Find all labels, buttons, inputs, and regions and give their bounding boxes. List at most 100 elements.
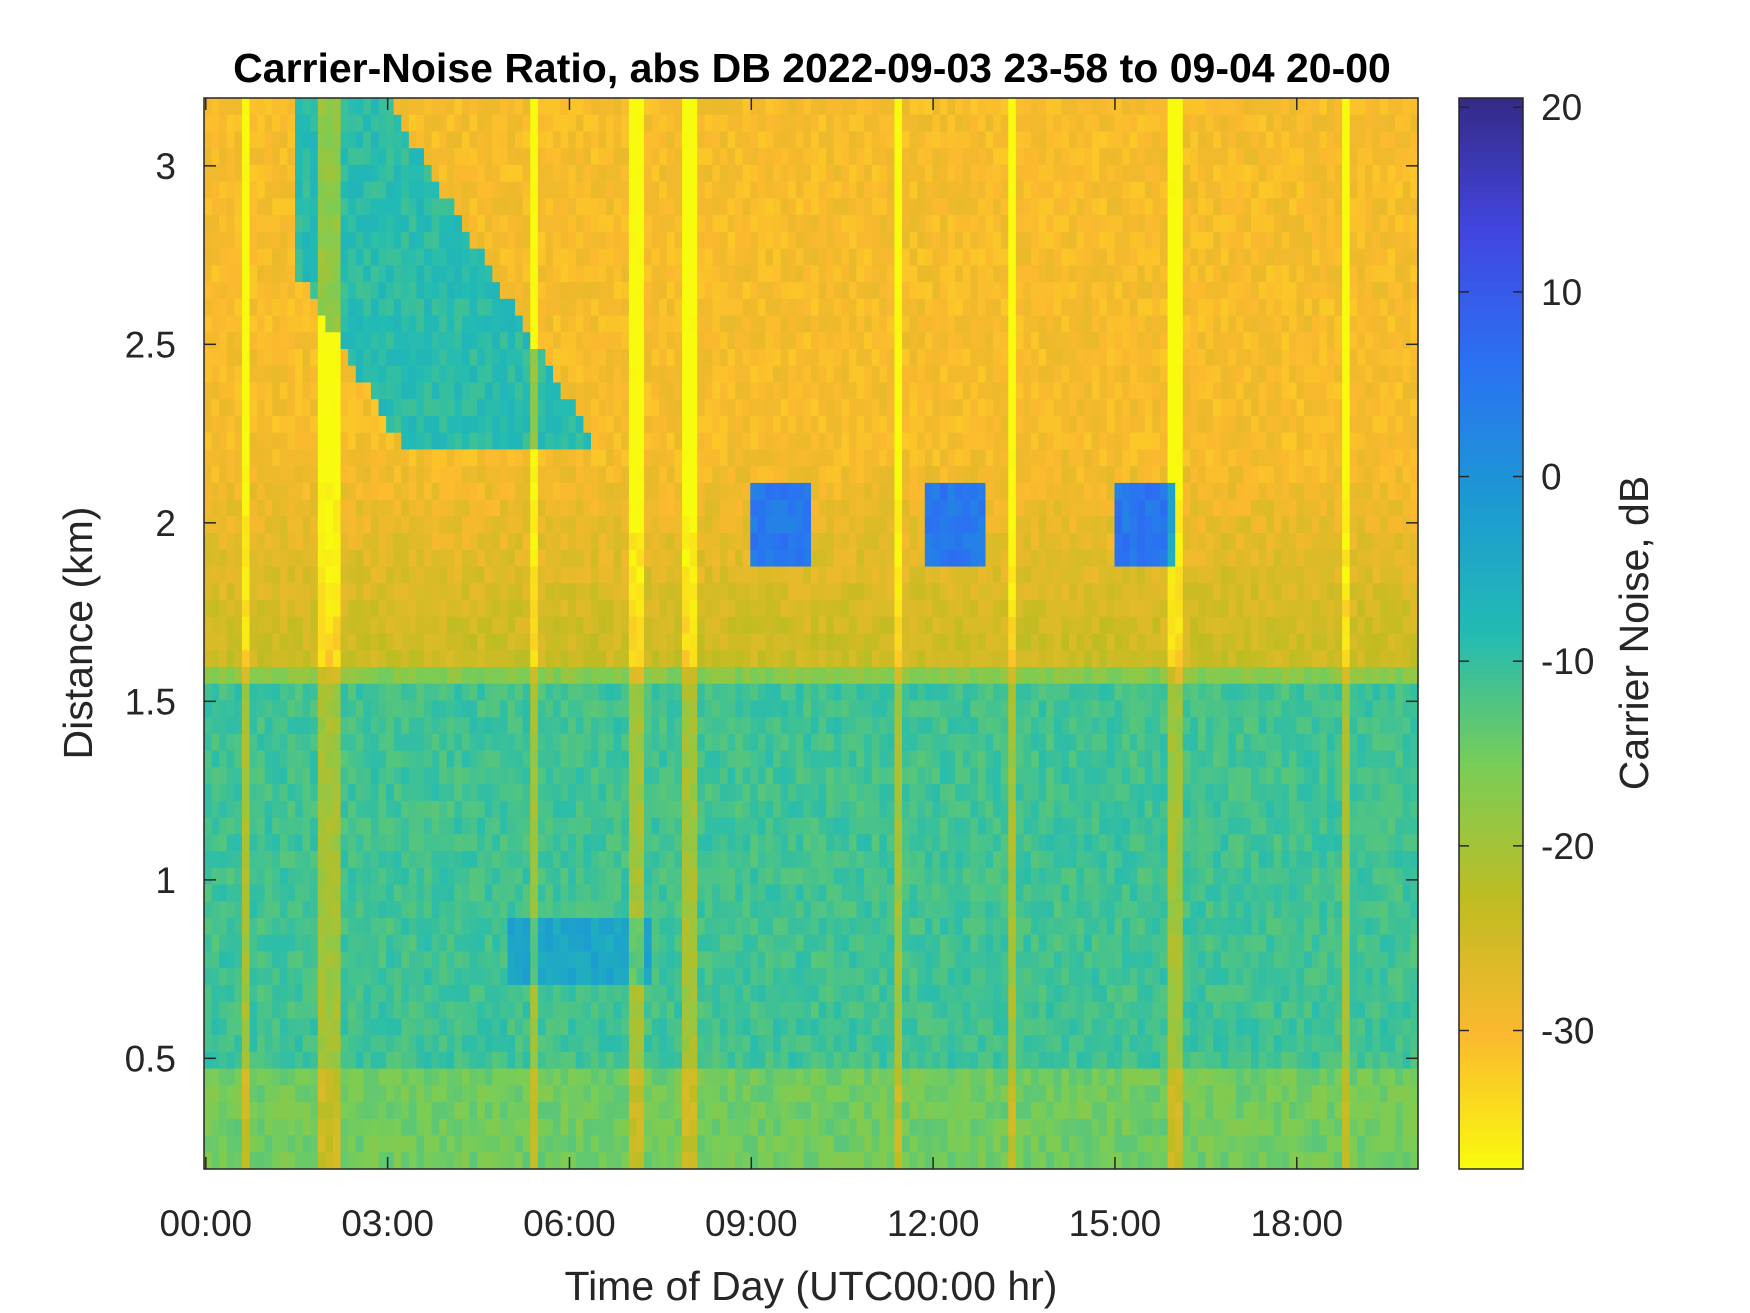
heatmap-cell (219, 934, 228, 953)
heatmap-cell (439, 1135, 448, 1153)
heatmap-cell (773, 566, 782, 584)
heatmap-cell (651, 784, 660, 802)
heatmap-cell (310, 650, 319, 668)
heatmap-cell (317, 917, 326, 936)
heatmap-cell (537, 399, 547, 417)
heatmap-cell (515, 733, 524, 752)
heatmap-cell (537, 198, 547, 216)
heatmap-cell (590, 98, 600, 116)
heatmap-cell (378, 934, 387, 953)
heatmap-cell (727, 415, 736, 434)
heatmap-cell (499, 215, 509, 233)
heatmap-cell (431, 231, 440, 250)
heatmap-cell (272, 516, 281, 534)
heatmap-cell (780, 750, 789, 768)
heatmap-cell (742, 499, 751, 517)
heatmap-cell (560, 315, 569, 333)
heatmap-cell (241, 1118, 251, 1137)
heatmap-cell (340, 600, 349, 618)
heatmap-cell (780, 315, 789, 333)
heatmap-cell (735, 616, 744, 635)
heatmap-cell (704, 951, 713, 969)
heatmap-cell (492, 332, 501, 350)
heatmap-cell (636, 315, 645, 333)
heatmap-cell (439, 315, 448, 333)
heatmap-cell (302, 482, 311, 501)
heatmap-cell (219, 767, 228, 785)
heatmap-cell (446, 1068, 455, 1086)
heatmap-cell (606, 432, 615, 451)
heatmap-cell (401, 415, 410, 434)
heatmap-cell (378, 499, 387, 517)
heatmap-cell (636, 265, 645, 283)
heatmap-cell (234, 399, 243, 417)
heatmap-cell (439, 700, 448, 718)
heatmap-cell (742, 164, 751, 183)
heatmap-cell (431, 683, 440, 702)
heatmap-cell (606, 884, 615, 902)
heatmap-cell (719, 181, 729, 199)
heatmap-cell (750, 733, 759, 752)
heatmap-cell (545, 248, 554, 266)
heatmap-cell (659, 499, 668, 517)
heatmap-cell (439, 984, 448, 1003)
heatmap-cell (560, 633, 569, 651)
heatmap-cell (621, 683, 630, 702)
heatmap-cell (431, 248, 440, 266)
heatmap-cell (545, 1051, 554, 1070)
heatmap-cell (469, 817, 478, 835)
heatmap-cell (613, 248, 622, 266)
heatmap-cell (363, 315, 372, 333)
heatmap-cell (446, 98, 455, 116)
heatmap-cell (264, 1118, 273, 1137)
heatmap-cell (682, 566, 691, 584)
heatmap-cell (757, 198, 767, 216)
heatmap-cell (621, 365, 630, 384)
heatmap-cell (757, 248, 767, 266)
heatmap-cell (765, 298, 774, 317)
heatmap-cell (499, 750, 509, 768)
heatmap-cell (507, 583, 516, 601)
heatmap-cell (340, 666, 349, 685)
heatmap-cell (773, 1051, 782, 1070)
heatmap-cell (310, 131, 319, 149)
heatmap-cell (719, 1135, 729, 1153)
heatmap-cell (560, 432, 569, 451)
heatmap-cell (575, 332, 584, 350)
heatmap-cell (378, 349, 387, 367)
heatmap-cell (788, 717, 797, 735)
heatmap-cell (545, 98, 554, 116)
heatmap-cell (553, 1035, 562, 1053)
heatmap-cell (697, 717, 706, 735)
heatmap-cell (742, 298, 751, 317)
heatmap-cell (704, 499, 713, 517)
heatmap-cell (636, 148, 645, 166)
heatmap-cell (249, 800, 258, 819)
heatmap-cell (393, 98, 402, 116)
heatmap-cell (530, 901, 539, 919)
heatmap-cell (515, 533, 524, 551)
heatmap-cell (408, 466, 418, 484)
heatmap-cell (765, 968, 774, 986)
heatmap-cell (765, 683, 774, 702)
heatmap-cell (575, 1001, 584, 1019)
heatmap-cell (287, 867, 296, 886)
heatmap-cell (302, 399, 311, 417)
heatmap-cell (355, 298, 364, 317)
heatmap-cell (325, 215, 334, 233)
heatmap-cell (416, 516, 425, 534)
heatmap-cell (537, 867, 547, 886)
heatmap-cell (780, 1085, 789, 1103)
heatmap-cell (469, 482, 478, 501)
heatmap-cell (742, 1001, 751, 1019)
heatmap-cell (272, 666, 281, 685)
heatmap-cell (332, 131, 342, 149)
heatmap-cell (636, 432, 645, 451)
heatmap-cell (431, 1018, 440, 1036)
heatmap-cell (545, 633, 554, 651)
heatmap-cell (689, 215, 698, 233)
heatmap-cell (697, 131, 706, 149)
heatmap-cell (249, 332, 258, 350)
heatmap-cell (492, 917, 501, 936)
heatmap-cell (712, 181, 721, 199)
